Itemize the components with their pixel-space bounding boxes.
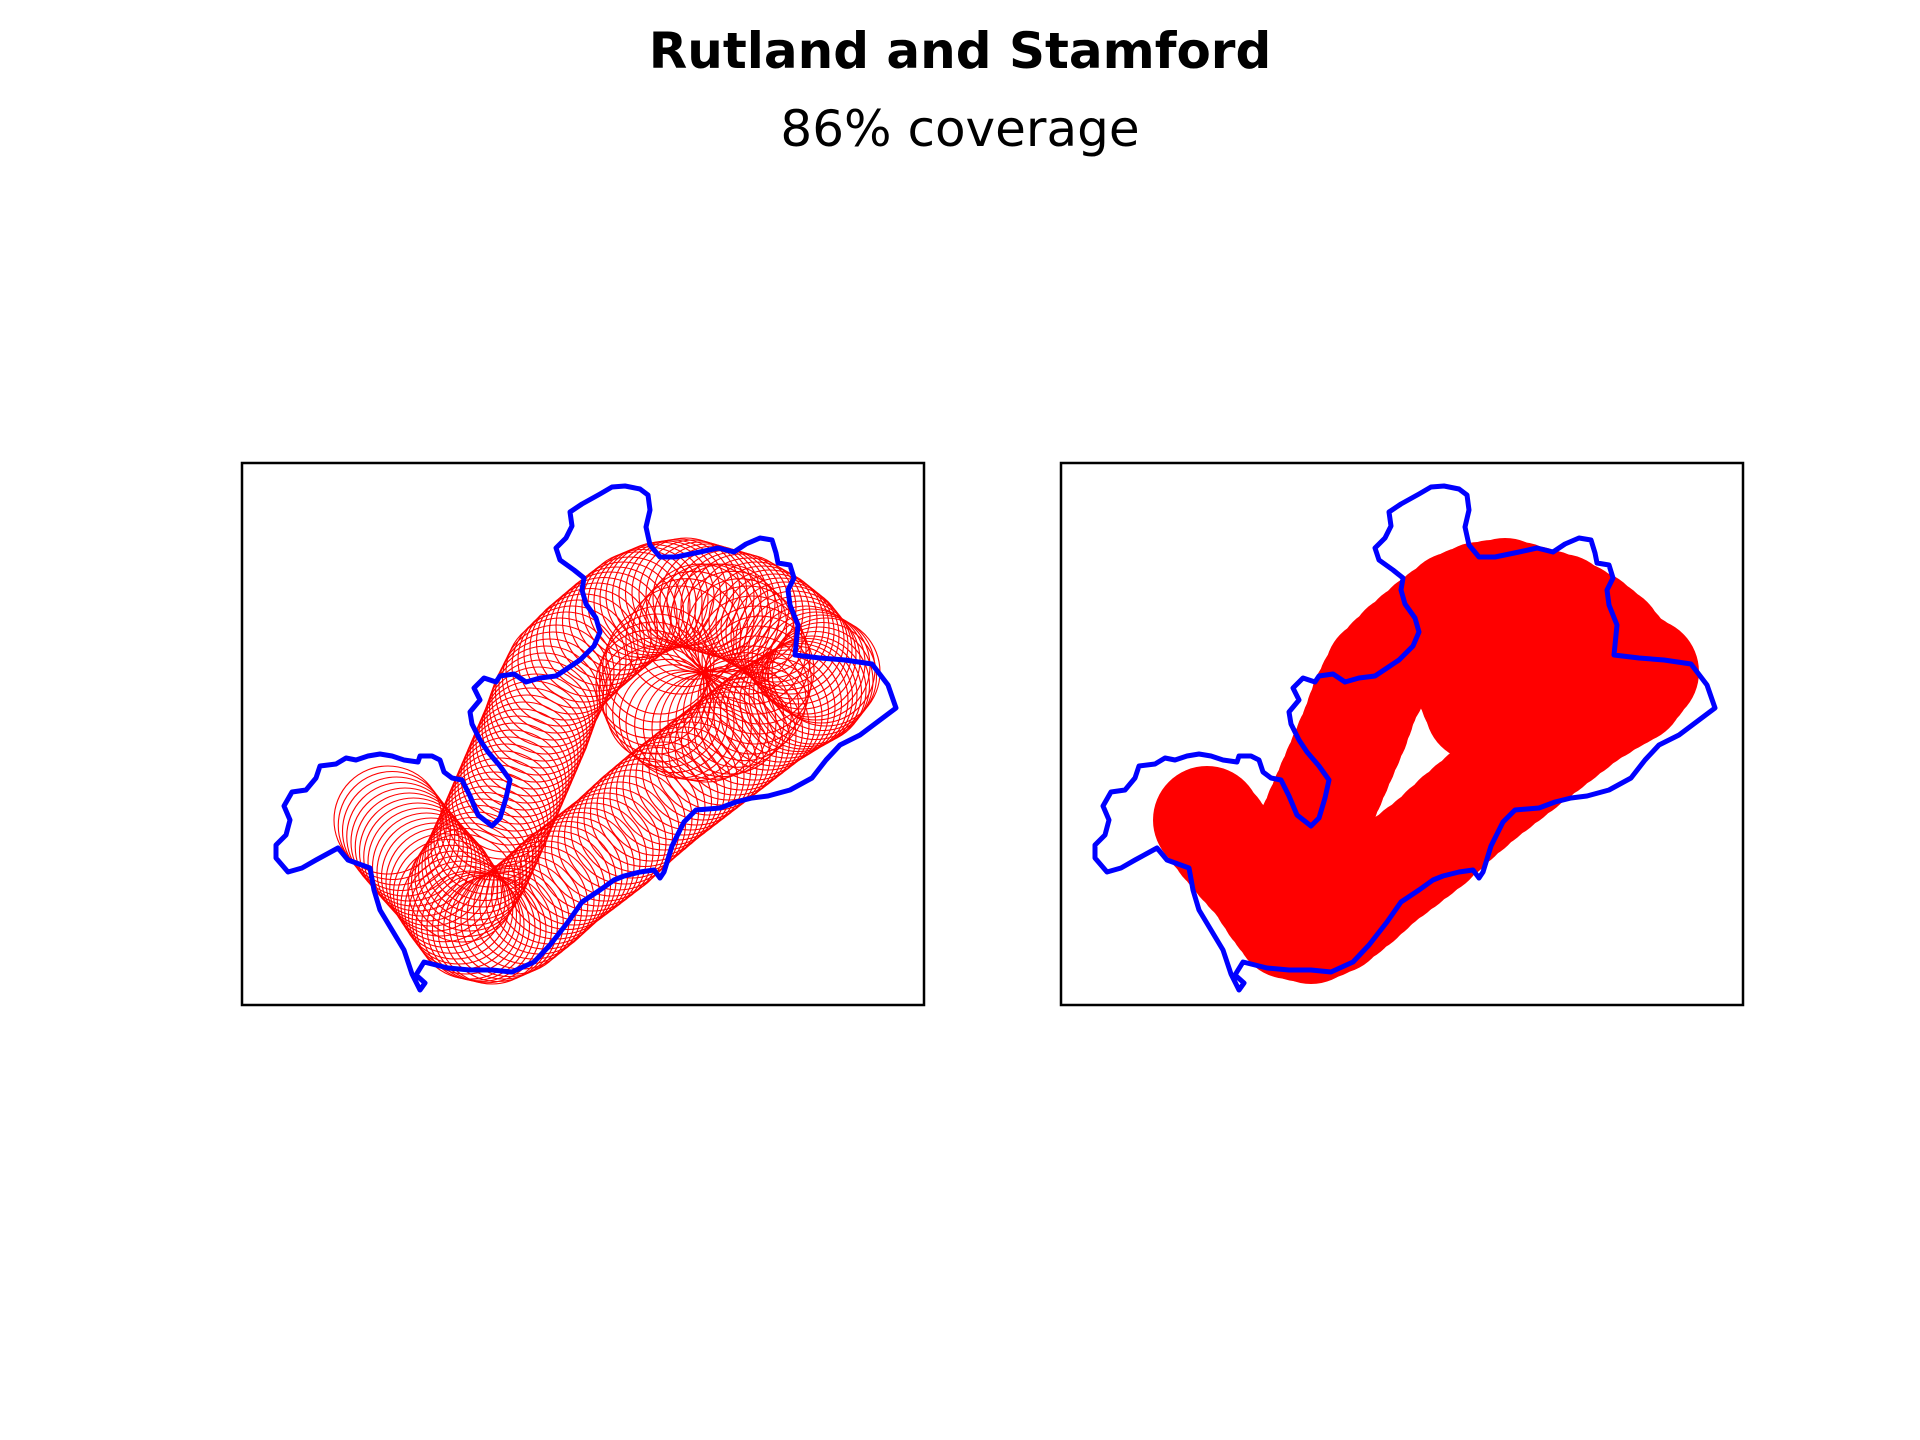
coverage-circle xyxy=(568,561,678,671)
coverage-circle xyxy=(460,722,570,832)
district-boundary-right xyxy=(1092,483,1718,993)
coverage-circle xyxy=(404,855,514,965)
coverage-circle xyxy=(414,822,524,932)
coverage-circle xyxy=(469,701,579,811)
coverage-circle xyxy=(730,581,840,691)
coverage-circle xyxy=(486,659,596,769)
coverage-circle xyxy=(410,827,521,938)
coverage-circle xyxy=(659,670,769,780)
coverage-circle xyxy=(700,635,810,745)
coverage-circle xyxy=(472,694,582,804)
right-panel-frame xyxy=(1059,461,1745,1007)
coverage-circle xyxy=(426,872,536,983)
coverage-circle xyxy=(1227,834,1335,942)
district-boundary-left xyxy=(273,483,899,993)
coverage-circle xyxy=(752,637,863,748)
coverage-circle xyxy=(511,611,621,721)
coverage-circle xyxy=(380,822,491,932)
coverage-circle xyxy=(407,833,517,943)
coverage-circle xyxy=(350,787,460,897)
coverage-circle xyxy=(675,665,785,775)
coverage-circle xyxy=(417,816,528,927)
coverage-circle xyxy=(427,798,537,908)
coverage-circle xyxy=(690,652,800,762)
coverage-circle xyxy=(451,743,561,853)
coverage-circle xyxy=(346,781,456,892)
coverage-circle xyxy=(757,635,867,745)
coverage-circle xyxy=(531,807,641,917)
coverage-circle xyxy=(430,791,540,902)
coverage-circle xyxy=(767,621,878,732)
coverage-circle xyxy=(454,736,564,846)
coverage-circles-left xyxy=(333,537,881,985)
coverage-circle xyxy=(561,566,672,676)
coverage-circle xyxy=(448,750,558,860)
coverage-circle xyxy=(612,658,722,768)
coverage-circle xyxy=(598,637,708,747)
coverage-circle xyxy=(618,664,728,774)
coverage-circle xyxy=(652,543,762,653)
coverage-circle xyxy=(611,540,722,650)
coverage-circle xyxy=(542,582,652,692)
coverage-circle xyxy=(463,715,573,825)
coverage-circle xyxy=(448,870,559,980)
coverage-circle xyxy=(708,565,818,675)
coverage-circle xyxy=(638,539,748,649)
outline-circles-panel xyxy=(240,461,926,1007)
coverage-circle xyxy=(602,645,712,755)
coverage-circle xyxy=(662,563,772,673)
figure-subtitle: 86% coverage xyxy=(780,100,1140,158)
coverage-circle xyxy=(634,670,744,780)
coverage-circle xyxy=(483,666,594,776)
coverage-circle xyxy=(605,605,715,715)
coverage-circle xyxy=(605,653,715,763)
coverage-circle xyxy=(557,787,667,897)
coverage-circle xyxy=(517,605,627,715)
coverage-circle xyxy=(678,570,788,680)
coverage-circle xyxy=(701,605,811,715)
coverage-circle xyxy=(725,577,835,687)
coverage-circle xyxy=(598,621,708,731)
coverage-circle xyxy=(475,687,585,797)
left-panel-frame xyxy=(240,461,926,1007)
coverage-circle xyxy=(396,844,506,954)
coverage-circle xyxy=(420,871,531,981)
coverage-circle xyxy=(682,658,792,768)
coverage-circle xyxy=(519,816,629,926)
coverage-circle xyxy=(550,792,661,902)
coverage-circle xyxy=(466,708,576,818)
coverage-circle xyxy=(563,781,674,891)
coverage-circle xyxy=(697,595,807,705)
coverage-circle xyxy=(535,587,646,698)
coverage-circle xyxy=(605,541,715,651)
coverage-circle xyxy=(589,757,700,868)
coverage-circle xyxy=(411,865,521,975)
coverage-circle xyxy=(389,833,499,943)
coverage-circle xyxy=(1425,606,1533,714)
figure-title: Rutland and Stamford xyxy=(648,22,1272,80)
coverage-circle xyxy=(583,763,693,873)
coverage-circle xyxy=(701,561,811,671)
coverage-circle xyxy=(445,757,555,867)
coverage-circle xyxy=(501,624,612,734)
coverage-circle xyxy=(424,804,534,915)
coverage-circle xyxy=(667,668,777,778)
coverage-circle xyxy=(625,669,735,779)
coverage-circle xyxy=(371,812,482,922)
coverage-circle xyxy=(602,613,712,723)
coverage-circle xyxy=(544,797,654,907)
coverage-circle xyxy=(697,645,807,755)
coverage-circle xyxy=(498,631,608,741)
coverage-circle xyxy=(638,570,748,680)
coverage-circle xyxy=(337,770,447,881)
coverage-circle xyxy=(595,629,705,739)
coverage-circle xyxy=(433,785,543,895)
filled-circles-panel xyxy=(1059,461,1745,1007)
coverage-circle xyxy=(599,543,709,654)
coverage-circle xyxy=(457,729,567,839)
coverage-circle xyxy=(523,599,633,709)
